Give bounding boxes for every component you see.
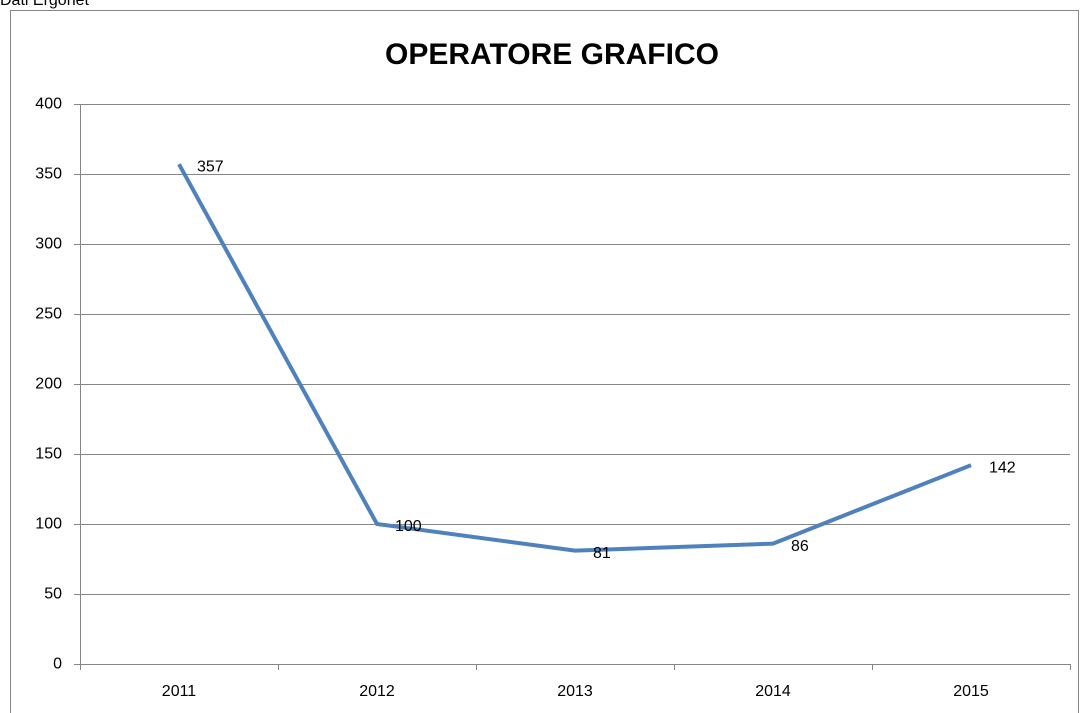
y-tick-label: 100 bbox=[35, 516, 62, 533]
chart-title: OPERATORE GRAFICO bbox=[385, 38, 719, 71]
data-label: 142 bbox=[989, 459, 1016, 476]
source-note: Dati Ergonet bbox=[0, 0, 89, 9]
y-tick-label: 300 bbox=[35, 236, 62, 253]
y-tick-label: 50 bbox=[44, 586, 62, 603]
data-label: 357 bbox=[197, 158, 224, 175]
y-tick-label: 200 bbox=[35, 376, 62, 393]
chart-border bbox=[10, 10, 1079, 713]
x-tick-label: 2014 bbox=[755, 683, 791, 700]
data-line bbox=[177, 163, 972, 553]
x-tick-label: 2012 bbox=[359, 683, 395, 700]
x-tick-label: 2011 bbox=[162, 683, 197, 700]
y-tick-label: 250 bbox=[35, 306, 62, 323]
y-tick-label: 0 bbox=[53, 656, 62, 673]
x-tick-label: 2015 bbox=[953, 683, 989, 700]
data-label: 100 bbox=[395, 518, 422, 535]
data-label: 86 bbox=[791, 538, 809, 555]
x-tick-label: 2013 bbox=[557, 683, 593, 700]
y-tick-label: 150 bbox=[35, 446, 62, 463]
data-label: 81 bbox=[593, 545, 611, 562]
y-tick-label: 400 bbox=[35, 96, 62, 113]
y-tick-label: 350 bbox=[35, 166, 62, 183]
